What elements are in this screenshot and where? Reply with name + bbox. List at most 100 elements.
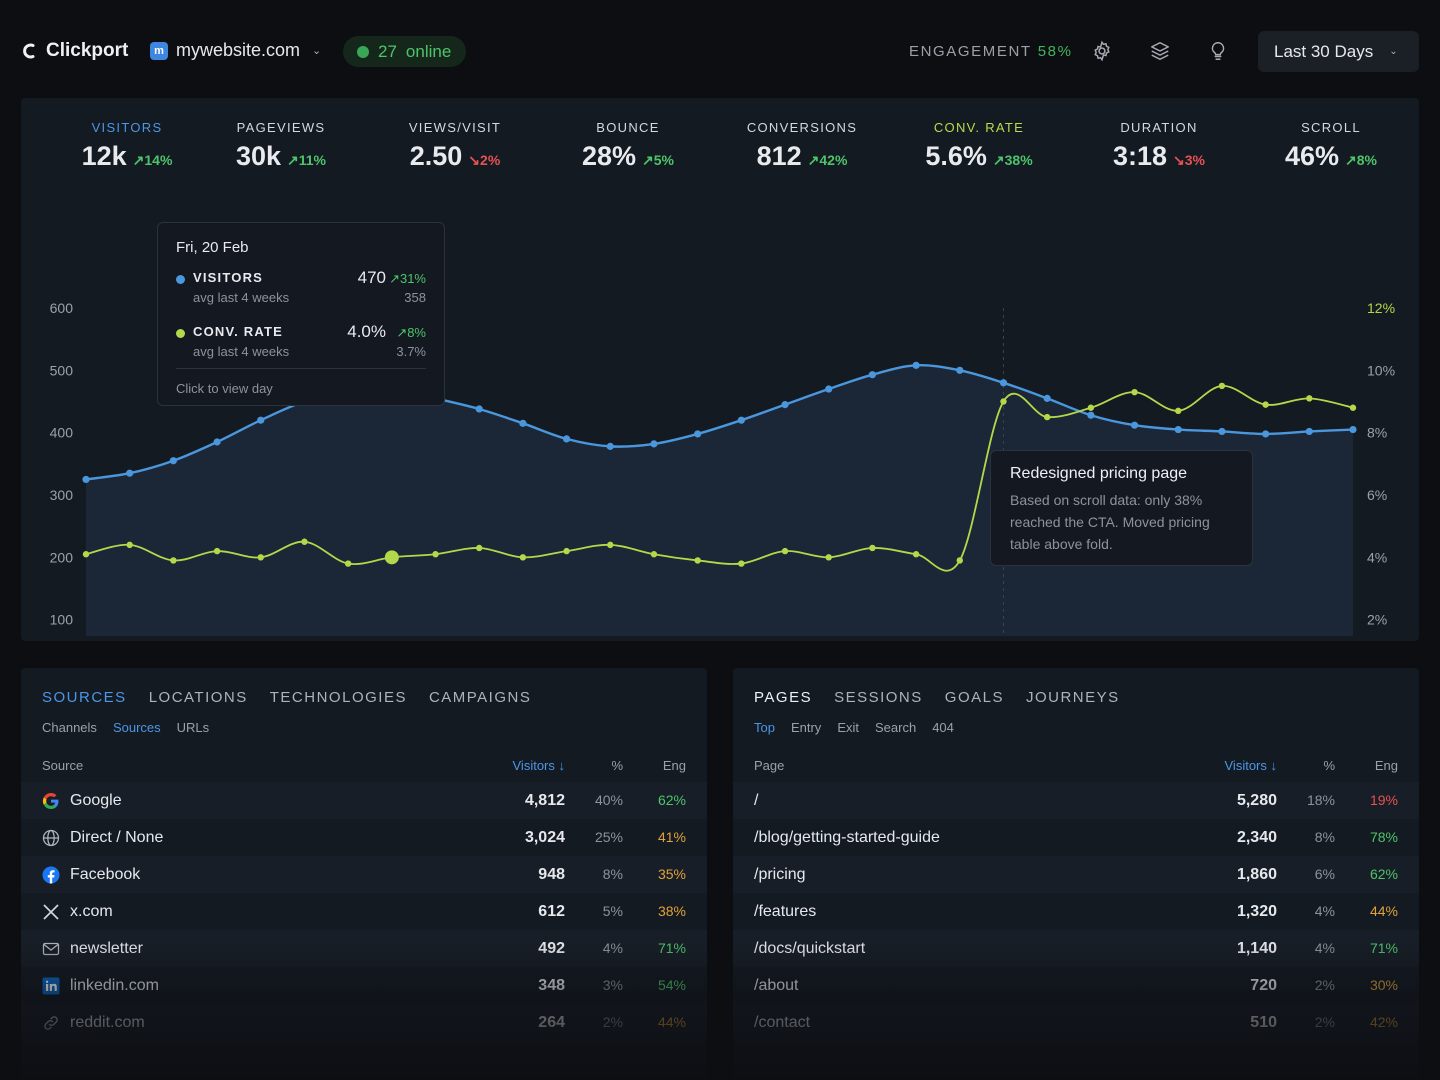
metric-views-per-visit[interactable]: VIEWS/VISIT 2.50 ↘2% [391,120,519,172]
table-row[interactable]: / 5,280 18% 19% [733,782,1419,819]
row-name: /blog/getting-started-guide [754,829,940,846]
table-row[interactable]: /blog/getting-started-guide 2,340 8% 78% [733,819,1419,856]
metric-scroll[interactable]: SCROLL 46% ↗8% [1267,120,1395,172]
table-row[interactable]: x.com 612 5% 38% [21,893,707,930]
row-percent: 25% [594,829,623,845]
metric-visitors[interactable]: VISITORS 12k ↗14% [61,120,193,172]
table-row[interactable]: Direct / None 3,024 25% 41% [21,819,707,856]
subtab-top[interactable]: Top [754,720,775,735]
row-visitors: 5,280 [1236,792,1277,809]
table-row[interactable]: /features 1,320 4% 44% [733,893,1419,930]
facebook-icon [42,866,60,884]
visitors-point [82,475,90,484]
y-right-tick-label: 10% [1367,362,1395,378]
metric-change: ↘2% [468,152,501,168]
conv-rate-point [1262,401,1269,408]
y-left-tick-label: 300 [50,487,74,503]
y-right-tick-label: 12% [1367,300,1395,316]
pages-tabs: PAGES SESSIONS GOALS JOURNEYS [754,689,1120,706]
conv-rate-point [1087,404,1095,411]
metric-value: 28% [581,141,637,171]
visitors-point [257,416,265,424]
row-eng: 38% [657,903,686,919]
col-page: Page [754,758,785,773]
col-percent[interactable]: % [1323,758,1335,773]
table-row[interactable]: /pricing 1,860 6% 62% [733,856,1419,893]
col-eng[interactable]: Eng [1374,758,1398,773]
tab-goals[interactable]: GOALS [944,689,1004,706]
row-name: Direct / None [70,829,164,846]
row-percent: 18% [1306,792,1335,808]
site-domain: mywebsite.com [176,40,301,60]
row-percent: 2% [1314,977,1335,993]
subtab-search[interactable]: Search [874,720,917,735]
row-eng: 41% [657,829,686,845]
row-name: Facebook [70,866,141,883]
layers-icon[interactable] [1149,40,1171,62]
col-percent[interactable]: % [611,758,623,773]
metric-pageviews[interactable]: PAGEVIEWS 30k ↗11% [217,120,345,172]
conv-rate-point [1175,407,1182,415]
row-visitors: 1,320 [1236,903,1277,920]
conv-rate-point [213,547,221,555]
row-percent: 40% [594,792,623,808]
visitors-point [606,442,614,450]
row-eng: 62% [657,792,686,808]
tab-journeys[interactable]: JOURNEYS [1025,689,1120,706]
table-row[interactable]: newsletter 492 4% 71% [21,930,707,967]
tooltip-avg: 358 [404,290,426,305]
subtab-sources[interactable]: Sources [112,720,161,735]
tab-locations[interactable]: LOCATIONS [148,689,248,706]
lightbulb-icon[interactable] [1207,40,1229,62]
metric-label: VIEWS/VISIT [408,120,502,135]
brand[interactable]: Clickport [22,40,128,62]
metric-conv-rate[interactable]: CONV. RATE 5.6% ↗38% [908,120,1050,172]
col-eng[interactable]: Eng [662,758,686,773]
row-eng: 71% [1369,940,1398,956]
metric-value: 2.50 [409,141,463,171]
date-range-dropdown[interactable]: Last 30 Days ⌄ [1258,31,1419,72]
annotation-card[interactable]: Redesigned pricing page Based on scroll … [990,450,1253,566]
top-bar: Clickport m mywebsite.com ⌄ 27 online EN… [0,0,1440,100]
gear-icon[interactable] [1091,40,1113,62]
table-row[interactable]: Facebook 948 8% 35% [21,856,707,893]
row-visitors: 3,024 [524,829,565,846]
tab-pages[interactable]: PAGES [754,689,813,706]
tab-sources[interactable]: SOURCES [42,689,127,706]
metric-duration[interactable]: DURATION 3:18 ↘3% [1095,120,1223,172]
table-row[interactable]: /about 720 2% 30% [733,967,1419,1004]
online-badge[interactable]: 27 online [343,36,467,67]
col-visitors-sort[interactable]: Visitors ↓ [512,758,566,773]
col-visitors-sort[interactable]: Visitors ↓ [1224,758,1278,773]
table-row[interactable]: Google 4,812 40% 62% [21,782,707,819]
chevron-down-icon: ⌄ [312,45,322,57]
table-row[interactable]: /docs/quickstart 1,140 4% 71% [733,930,1419,967]
subtab-channels[interactable]: Channels [42,720,97,735]
metric-bounce[interactable]: BOUNCE 28% ↗5% [564,120,692,172]
row-eng: 30% [1369,977,1398,993]
row-eng: 35% [657,866,686,882]
subtab-404[interactable]: 404 [932,720,954,735]
site-selector[interactable]: m mywebsite.com ⌄ [150,40,321,61]
engagement-value: 58% [1037,43,1073,60]
linkedin-icon [42,977,60,995]
visitors-point [1130,421,1139,429]
table-row[interactable]: reddit.com 264 2% 44% [21,1004,707,1041]
visitors-point [126,469,134,477]
subtab-urls[interactable]: URLs [176,720,210,735]
table-row[interactable]: /contact 510 2% 42% [733,1004,1419,1041]
tab-sessions[interactable]: SESSIONS [834,689,923,706]
subtab-entry[interactable]: Entry [790,720,822,735]
y-right-tick-label: 2% [1367,612,1387,628]
row-name: /features [754,903,817,920]
row-eng: 42% [1369,1014,1398,1030]
tab-technologies[interactable]: TECHNOLOGIES [269,689,407,706]
line-chart[interactable]: 600500400300200100012%10%8%6%4%2%013.021… [21,196,1419,636]
conv-rate-point [912,551,920,558]
metric-conversions[interactable]: CONVERSIONS 812 ↗42% [733,120,871,172]
tab-campaigns[interactable]: CAMPAIGNS [428,689,532,706]
subtab-exit[interactable]: Exit [837,720,859,735]
row-name: / [754,792,759,809]
sources-tabs: SOURCES LOCATIONS TECHNOLOGIES CAMPAIGNS [42,689,531,706]
table-row[interactable]: linkedin.com 348 3% 54% [21,967,707,1004]
